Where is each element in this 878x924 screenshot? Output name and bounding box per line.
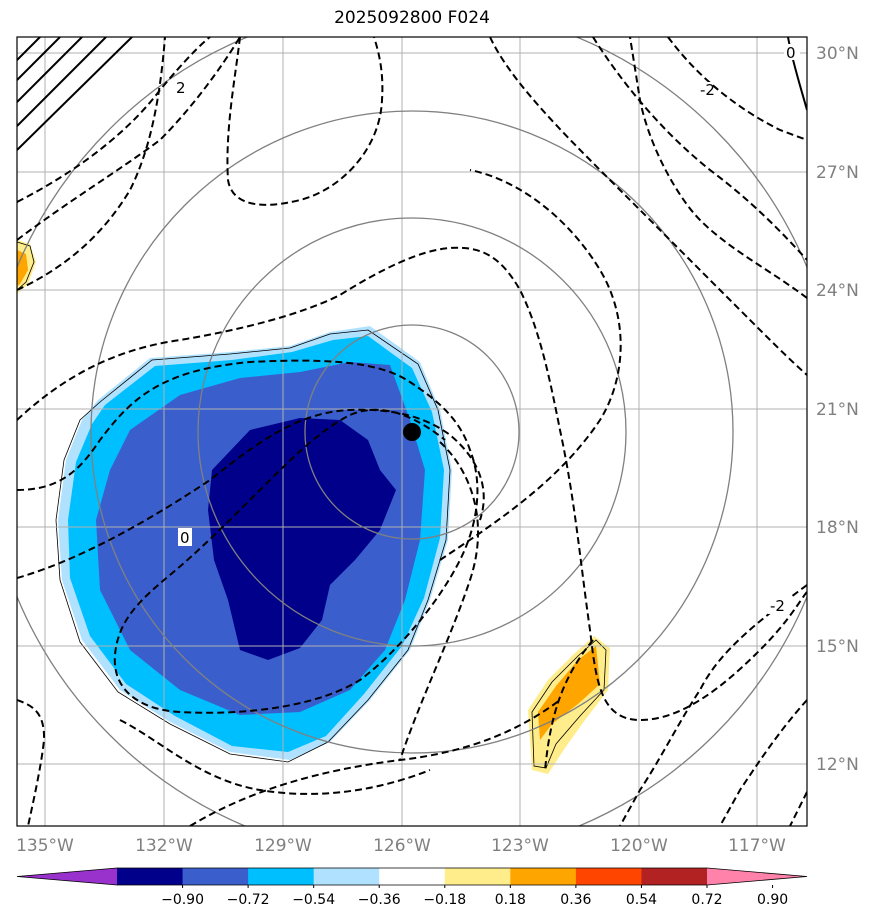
colorbar-tick-label: −0.18 bbox=[423, 892, 466, 908]
lat-label-12n: 12°N bbox=[816, 755, 859, 775]
colorbar-tick-label: 0.90 bbox=[757, 892, 788, 908]
map-frame bbox=[16, 36, 808, 827]
lon-label-126w: 126°W bbox=[373, 836, 431, 856]
solid-contours bbox=[17, 37, 807, 151]
colorbar-tick-label: −0.36 bbox=[358, 892, 401, 908]
lat-label-30n: 30°N bbox=[816, 44, 859, 64]
colorbar-tick-label: −0.54 bbox=[292, 892, 335, 908]
colorbar-bin bbox=[575, 868, 642, 885]
lat-axis-labels: 30°N 27°N 24°N 21°N 18°N 15°N 12°N bbox=[816, 44, 859, 775]
range-rings bbox=[17, 37, 807, 826]
contour-label-0-center: 0 bbox=[180, 529, 190, 547]
shade-orange-east bbox=[538, 646, 600, 740]
shade-navy bbox=[208, 418, 396, 660]
dashed-contours bbox=[17, 37, 807, 826]
storm-center-marker[interactable] bbox=[403, 423, 421, 441]
contour-label-2-southeast: -2 bbox=[770, 597, 785, 615]
lat-label-18n: 18°N bbox=[816, 518, 859, 538]
lat-label-15n: 15°N bbox=[816, 637, 859, 657]
colorbar-bin bbox=[248, 868, 315, 885]
colorbar-bin bbox=[313, 868, 380, 885]
colorbar-tick-label: −0.72 bbox=[227, 892, 270, 908]
lon-label-129w: 129°W bbox=[254, 836, 312, 856]
colorbar: −0.90 −0.72 −0.54 −0.36 −0.18 0.18 0.36 0.54 0.7… bbox=[16, 867, 808, 908]
contour-label-group: 2 0 -2 0 -2 bbox=[174, 44, 800, 615]
colorbar-bin bbox=[117, 868, 184, 885]
shading-negative bbox=[55, 326, 452, 763]
contour-label-0-northeast: 0 bbox=[786, 44, 796, 62]
lon-label-120w: 120°W bbox=[610, 836, 668, 856]
gridlines bbox=[17, 37, 807, 826]
colorbar-tick-label: 0.36 bbox=[560, 892, 591, 908]
lat-label-24n: 24°N bbox=[816, 281, 859, 301]
colorbar-bin bbox=[182, 868, 249, 885]
lon-axis-labels: 135°W 132°W 129°W 126°W 123°W 120°W 117°… bbox=[16, 836, 786, 856]
lon-label-132w: 132°W bbox=[135, 836, 193, 856]
lon-label-117w: 117°W bbox=[728, 836, 786, 856]
colorbar-outline bbox=[16, 867, 808, 886]
colorbar-bin bbox=[641, 868, 708, 885]
colorbar-tick-label: −0.90 bbox=[161, 892, 204, 908]
contour-label-2-north: -2 bbox=[700, 81, 715, 99]
lon-label-123w: 123°W bbox=[491, 836, 549, 856]
lat-label-21n: 21°N bbox=[816, 400, 859, 420]
lon-label-135w: 135°W bbox=[16, 836, 74, 856]
colorbar-tick-label: 0.54 bbox=[626, 892, 657, 908]
colorbar-bin bbox=[510, 868, 577, 885]
map-title: 2025092800 F024 bbox=[334, 8, 490, 28]
colorbar-tick-label: 0.18 bbox=[495, 892, 526, 908]
lat-label-27n: 27°N bbox=[816, 163, 859, 183]
colorbar-tick-label: 0.72 bbox=[691, 892, 722, 908]
shade-orange-west bbox=[17, 250, 28, 286]
colorbar-bin bbox=[379, 868, 446, 885]
colorbar-extend-high bbox=[707, 868, 807, 885]
contour-label-2-west: 2 bbox=[176, 79, 186, 97]
shade-outline bbox=[55, 329, 451, 763]
colorbar-bin bbox=[444, 868, 511, 885]
colorbar-extend-low bbox=[17, 868, 117, 885]
